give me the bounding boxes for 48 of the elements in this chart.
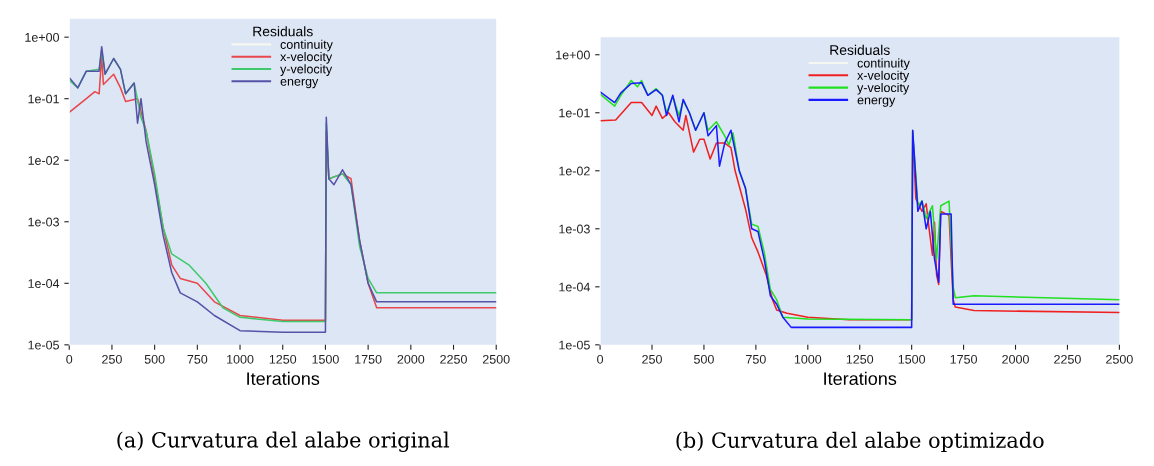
y-tick-label: 1e-03	[559, 224, 590, 234]
x-tick-label: 500	[694, 354, 714, 364]
y-tick-label: 1e-02	[559, 166, 590, 176]
x-tick-label: 750	[187, 354, 208, 364]
y-tick-label: 1e-01	[28, 94, 59, 104]
x-tick-label: 1750	[355, 354, 382, 364]
legend-label: y-velocity	[857, 82, 910, 95]
legend-title: Residuals	[830, 44, 890, 55]
x-tick-label: 2500	[482, 354, 510, 364]
x-tick-label: 1500	[898, 354, 926, 364]
legend-label: x-velocity	[280, 51, 333, 64]
x-tick-label: 2500	[1106, 354, 1133, 364]
legend-label: x-velocity	[857, 70, 910, 83]
text: (a) Curvatura del alabe original	[117, 431, 450, 453]
y-tick-label: 1e+00	[556, 50, 590, 60]
x-axis-title: Iterations	[824, 371, 897, 386]
legend-label: y-velocity	[280, 64, 333, 76]
y-tick-label: 1e-04	[28, 279, 60, 288]
x-tick-label: 1500	[312, 354, 339, 364]
legend-label: energy	[857, 97, 896, 107]
y-tick-label: 1e-02	[28, 156, 59, 165]
legend-label: continuity	[857, 58, 910, 70]
y-tick-label: 1e+00	[25, 32, 60, 42]
x-tick-label: 2250	[1054, 354, 1081, 364]
x-tick-label: 250	[102, 354, 122, 364]
x-tick-label: 250	[642, 354, 662, 364]
x-tick-label: 1750	[950, 354, 978, 364]
x-tick-label: 1250	[269, 354, 297, 364]
x-tick-label: 2000	[397, 354, 425, 364]
y-tick-label: 1e-03	[28, 217, 59, 227]
x-tick-label: 1000	[227, 354, 254, 364]
x-tick-label: 0	[66, 354, 73, 364]
y-tick-label: 1e-04	[559, 282, 590, 292]
x-tick-label: 500	[144, 354, 165, 364]
y-tick-label: 1e-01	[559, 108, 590, 118]
text: (b) Curvatura del alabe optimizado	[676, 431, 1044, 453]
y-tick-label: 1e-05	[28, 340, 59, 350]
x-tick-label: 0	[597, 354, 604, 364]
x-axis-title: Iterations	[247, 371, 320, 386]
x-tick-label: 2000	[1002, 354, 1029, 364]
legend-label: energy	[280, 78, 319, 89]
legend-title: Residuals	[253, 26, 313, 37]
x-tick-label: 1250	[846, 354, 874, 364]
x-tick-label: 2250	[440, 354, 467, 364]
y-tick-label: 1e-05	[559, 340, 590, 350]
x-tick-label: 750	[746, 354, 766, 364]
x-tick-label: 1000	[794, 354, 822, 364]
legend-label: continuity	[280, 39, 333, 52]
